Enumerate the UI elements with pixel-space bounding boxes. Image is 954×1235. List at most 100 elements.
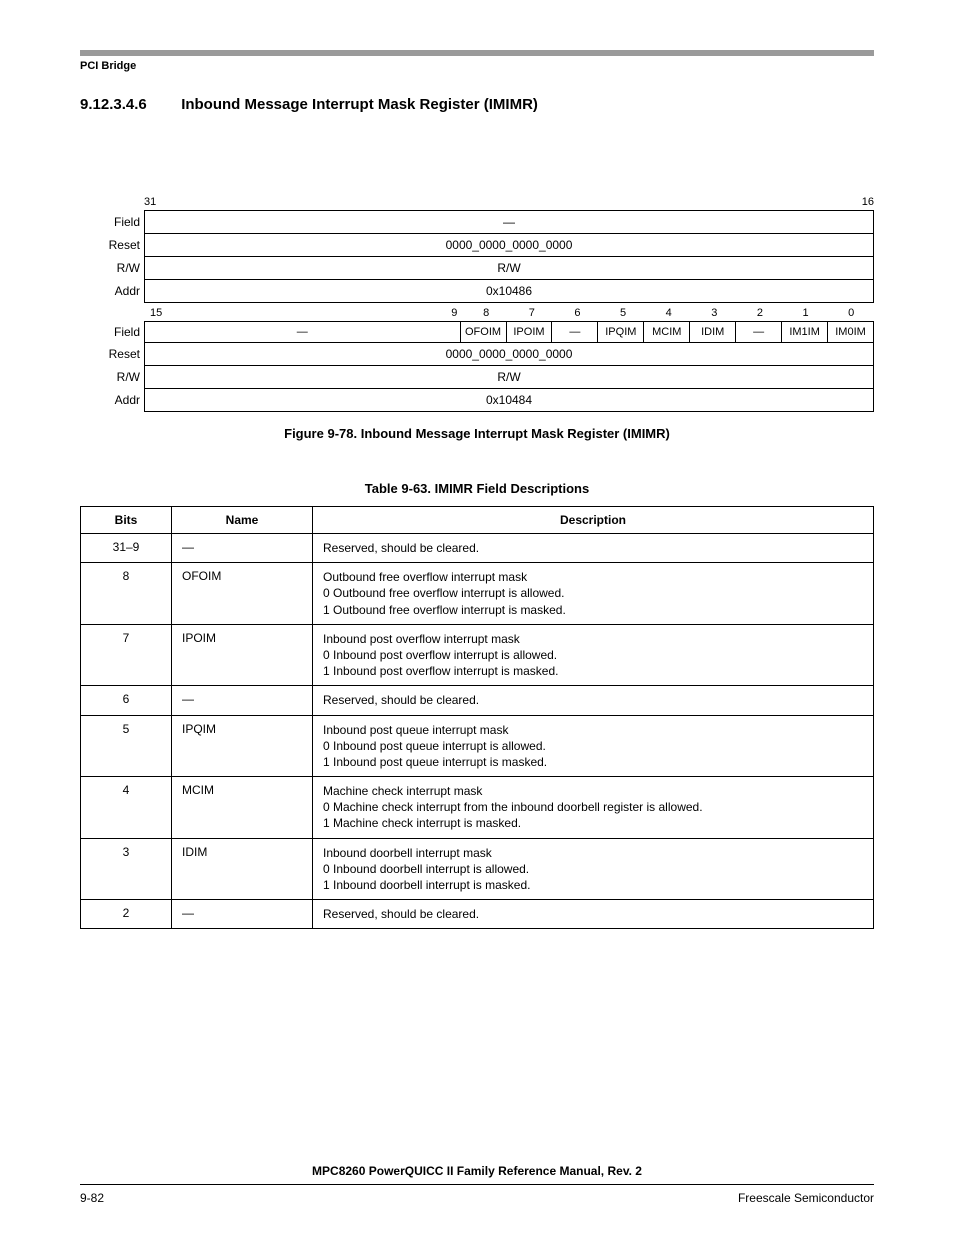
cell-bits: 4 bbox=[81, 777, 172, 839]
bit-label: 4 bbox=[646, 305, 692, 321]
row-label-addr: Addr bbox=[80, 279, 144, 303]
field-cell: IDIM bbox=[690, 321, 736, 342]
bit-label: 5 bbox=[600, 305, 646, 321]
field-cell: IM1IM bbox=[782, 321, 828, 342]
reset-row-upper: Reset 0000_0000_0000_0000 bbox=[80, 233, 874, 256]
bit-label: 0 bbox=[828, 305, 874, 321]
rw-cell: R/W bbox=[145, 256, 874, 279]
field-cell: MCIM bbox=[644, 321, 690, 342]
bit-label: 3 bbox=[692, 305, 738, 321]
company-name: Freescale Semiconductor bbox=[738, 1191, 874, 1205]
description-line: Outbound free overflow interrupt mask bbox=[323, 569, 863, 585]
cell-bits: 8 bbox=[81, 563, 172, 625]
table-row: 3IDIMInbound doorbell interrupt mask0 In… bbox=[81, 838, 874, 900]
table-row: 2— Reserved, should be cleared. bbox=[81, 900, 874, 929]
cell-name: IPQIM bbox=[172, 715, 313, 777]
description-line: 1 Machine check interrupt is masked. bbox=[323, 815, 863, 831]
row-label-reset: Reset bbox=[80, 233, 144, 256]
description-line: Reserved, should be cleared. bbox=[323, 906, 863, 922]
cell-bits: 7 bbox=[81, 624, 172, 686]
field-cell: — bbox=[552, 321, 598, 342]
cell-name: MCIM bbox=[172, 777, 313, 839]
cell-name: — bbox=[172, 686, 313, 715]
description-line: 0 Inbound post queue interrupt is allowe… bbox=[323, 738, 863, 754]
page: PCI Bridge 9.12.3.4.6 Inbound Message In… bbox=[0, 0, 954, 1235]
register-diagram: 31 16 Field — Reset 0000_0000_0000_0000 … bbox=[80, 194, 874, 412]
col-header-name: Name bbox=[172, 507, 313, 534]
table-row: 7IPOIMInbound post overflow interrupt ma… bbox=[81, 624, 874, 686]
cell-name: — bbox=[172, 534, 313, 563]
bit-label: 9 bbox=[451, 307, 463, 319]
section-title: 9.12.3.4.6 Inbound Message Interrupt Mas… bbox=[80, 96, 874, 114]
description-line: Reserved, should be cleared. bbox=[323, 540, 863, 556]
description-line: Inbound post overflow interrupt mask bbox=[323, 631, 863, 647]
bit-number-row-lower: 159876543210 bbox=[80, 305, 874, 321]
addr-row-upper: Addr 0x10486 bbox=[80, 279, 874, 303]
rw-cell: R/W bbox=[145, 365, 874, 388]
reset-cell: 0000_0000_0000_0000 bbox=[145, 233, 874, 256]
addr-row-lower: Addr 0x10484 bbox=[80, 388, 874, 412]
description-line: 1 Inbound post queue interrupt is masked… bbox=[323, 754, 863, 770]
field-cell: IPQIM bbox=[598, 321, 644, 342]
description-line: Machine check interrupt mask bbox=[323, 783, 863, 799]
cell-description: Reserved, should be cleared. bbox=[313, 900, 874, 929]
cell-description: Reserved, should be cleared. bbox=[313, 534, 874, 563]
cell-description: Reserved, should be cleared. bbox=[313, 686, 874, 715]
cell-bits: 31–9 bbox=[81, 534, 172, 563]
field-row-lower: Field —OFOIMIPOIM—IPQIMMCIMIDIM—IM1IMIM0… bbox=[80, 321, 874, 342]
description-line: Inbound doorbell interrupt mask bbox=[323, 845, 863, 861]
figure-caption: Figure 9-78. Inbound Message Interrupt M… bbox=[80, 426, 874, 441]
bit-label: 31 bbox=[144, 194, 184, 210]
row-label-addr: Addr bbox=[80, 388, 144, 412]
description-table: Bits Name Description 31–9—Reserved, sho… bbox=[80, 506, 874, 929]
field-cell: OFOIM bbox=[461, 321, 507, 342]
cell-description: Inbound post queue interrupt mask0 Inbou… bbox=[313, 715, 874, 777]
field-cell: IPOIM bbox=[507, 321, 553, 342]
page-footer: MPC8260 PowerQUICC II Family Reference M… bbox=[80, 1164, 874, 1205]
bit-label: 8 bbox=[463, 305, 509, 321]
cell-bits: 6 bbox=[81, 686, 172, 715]
cell-description: Inbound post overflow interrupt mask0 In… bbox=[313, 624, 874, 686]
bit-label: 6 bbox=[555, 305, 601, 321]
rw-row-upper: R/W R/W bbox=[80, 256, 874, 279]
col-header-description: Description bbox=[313, 507, 874, 534]
cell-name: IPOIM bbox=[172, 624, 313, 686]
bit-label: 16 bbox=[834, 194, 874, 210]
footer-rule bbox=[80, 1184, 874, 1185]
description-line: Inbound post queue interrupt mask bbox=[323, 722, 863, 738]
row-label-rw: R/W bbox=[80, 256, 144, 279]
reset-row-lower: Reset 0000_0000_0000_0000 bbox=[80, 342, 874, 365]
footer-title: MPC8260 PowerQUICC II Family Reference M… bbox=[80, 1164, 874, 1178]
section-number: 9.12.3.4.6 bbox=[80, 96, 147, 113]
table-header-row: Bits Name Description bbox=[81, 507, 874, 534]
description-line: 0 Inbound doorbell interrupt is allowed. bbox=[323, 861, 863, 877]
chapter-header: PCI Bridge bbox=[80, 60, 874, 72]
field-cell: — bbox=[145, 210, 874, 233]
cell-bits: 5 bbox=[81, 715, 172, 777]
bit-label: 1 bbox=[783, 305, 829, 321]
table-row: 8OFOIMOutbound free overflow interrupt m… bbox=[81, 563, 874, 625]
description-line: 1 Inbound doorbell interrupt is masked. bbox=[323, 877, 863, 893]
bit-label: 2 bbox=[737, 305, 783, 321]
row-label-field: Field bbox=[80, 321, 144, 342]
description-line: 1 Inbound post overflow interrupt is mas… bbox=[323, 663, 863, 679]
section-heading: Inbound Message Interrupt Mask Register … bbox=[181, 96, 538, 113]
field-cell: IM0IM bbox=[828, 321, 874, 342]
addr-cell: 0x10484 bbox=[145, 388, 874, 412]
header-rule bbox=[80, 50, 874, 56]
bit-label: 15 bbox=[144, 307, 162, 319]
field-cell: — bbox=[736, 321, 782, 342]
row-label-rw: R/W bbox=[80, 365, 144, 388]
cell-description: Inbound doorbell interrupt mask0 Inbound… bbox=[313, 838, 874, 900]
cell-description: Outbound free overflow interrupt mask0 O… bbox=[313, 563, 874, 625]
row-label-reset: Reset bbox=[80, 342, 144, 365]
description-line: 0 Machine check interrupt from the inbou… bbox=[323, 799, 863, 815]
table-row: 31–9— Reserved, should be cleared. bbox=[81, 534, 874, 563]
page-number: 9-82 bbox=[80, 1191, 104, 1205]
reset-cell: 0000_0000_0000_0000 bbox=[145, 342, 874, 365]
bit-number-row-upper: 31 16 bbox=[80, 194, 874, 210]
cell-bits: 2 bbox=[81, 900, 172, 929]
cell-bits: 3 bbox=[81, 838, 172, 900]
col-header-bits: Bits bbox=[81, 507, 172, 534]
cell-name: — bbox=[172, 900, 313, 929]
